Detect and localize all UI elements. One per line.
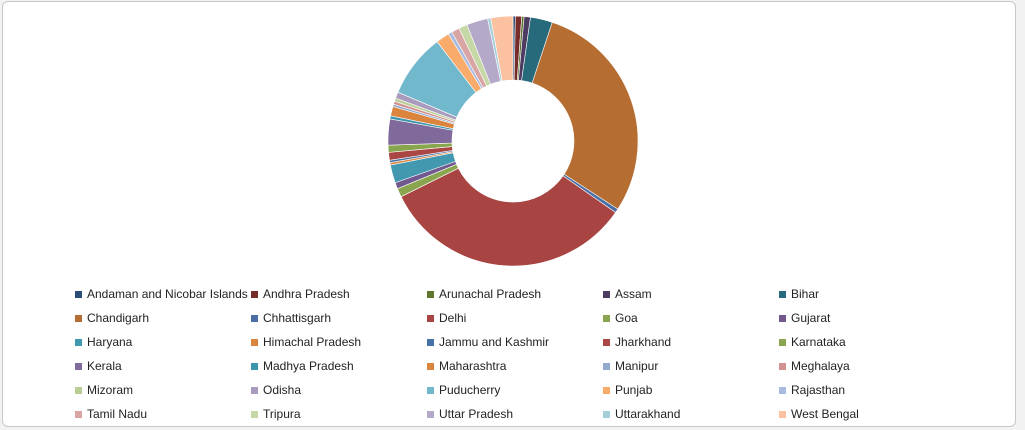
- legend-item: Goa: [603, 306, 779, 330]
- legend-item: Rajasthan: [779, 378, 935, 402]
- legend-label: Delhi: [439, 311, 467, 325]
- legend-swatch: [251, 338, 258, 346]
- legend-label: Gujarat: [791, 311, 831, 325]
- legend-item: West Bengal: [779, 402, 935, 426]
- legend-label: Haryana: [87, 335, 133, 349]
- slice-chandigarh: [531, 21, 639, 210]
- legend-item: Delhi: [427, 306, 603, 330]
- legend-item: Jharkhand: [603, 330, 779, 354]
- legend-swatch: [427, 338, 434, 346]
- legend-item: Andaman and Nicobar Islands: [75, 282, 251, 306]
- legend-item: Madhya Pradesh: [251, 354, 427, 378]
- legend-label: Mizoram: [87, 383, 134, 397]
- legend-swatch: [251, 290, 258, 298]
- legend-label: Tamil Nadu: [87, 407, 148, 421]
- legend-label: Andhra Pradesh: [263, 287, 350, 301]
- legend-swatch: [251, 362, 258, 370]
- legend-label: Puducherry: [439, 383, 501, 397]
- legend-label: Jammu and Kashmir: [439, 335, 550, 349]
- legend-swatch: [75, 362, 82, 370]
- legend-swatch: [427, 410, 434, 418]
- legend-item: Chhattisgarh: [251, 306, 427, 330]
- legend-label: Punjab: [615, 383, 653, 397]
- legend-label: Rajasthan: [791, 383, 846, 397]
- legend-item: Kerala: [75, 354, 251, 378]
- legend-label: Meghalaya: [791, 359, 850, 373]
- legend-item: Uttar Pradesh: [427, 402, 603, 426]
- legend-swatch: [251, 386, 258, 394]
- slice-west-bengal: [490, 15, 514, 82]
- legend-item: Mizoram: [75, 378, 251, 402]
- legend-item: Uttarakhand: [603, 402, 779, 426]
- legend-item: Tripura: [251, 402, 427, 426]
- legend-item: Chandigarh: [75, 306, 251, 330]
- legend-label: Chhattisgarh: [263, 311, 332, 325]
- legend-item: Bihar: [779, 282, 935, 306]
- legend-swatch: [603, 386, 610, 394]
- legend-label: Jharkhand: [615, 335, 672, 349]
- legend-swatch: [75, 314, 82, 322]
- legend-swatch: [779, 290, 786, 298]
- legend-label: Kerala: [87, 359, 122, 373]
- legend-item: Himachal Pradesh: [251, 330, 427, 354]
- plot-area: [3, 2, 1017, 272]
- legend-swatch: [779, 362, 786, 370]
- legend-item: Manipur: [603, 354, 779, 378]
- legend-swatch: [251, 314, 258, 322]
- legend-label: Andaman and Nicobar Islands: [87, 287, 248, 301]
- legend-swatch: [75, 338, 82, 346]
- legend-swatch: [75, 410, 82, 418]
- legend-item: Odisha: [251, 378, 427, 402]
- legend-label: Maharashtra: [439, 359, 507, 373]
- legend-swatch: [251, 410, 258, 418]
- legend-label: Odisha: [263, 383, 302, 397]
- legend-swatch: [427, 314, 434, 322]
- legend-item: Haryana: [75, 330, 251, 354]
- donut-chart: [387, 15, 639, 267]
- legend-item: Gujarat: [779, 306, 935, 330]
- legend-item: Maharashtra: [427, 354, 603, 378]
- legend-swatch: [603, 362, 610, 370]
- legend-item: Arunachal Pradesh: [427, 282, 603, 306]
- legend-label: Himachal Pradesh: [263, 335, 362, 349]
- legend-label: Arunachal Pradesh: [439, 287, 542, 301]
- legend-swatch: [779, 338, 786, 346]
- legend-swatch: [603, 314, 610, 322]
- legend-swatch: [779, 386, 786, 394]
- slice-delhi: [400, 167, 616, 267]
- legend-label: Goa: [615, 311, 638, 325]
- legend-swatch: [427, 290, 434, 298]
- legend-label: Uttar Pradesh: [439, 407, 514, 421]
- legend-label: Manipur: [615, 359, 659, 373]
- legend-swatch: [427, 386, 434, 394]
- legend-swatch: [75, 290, 82, 298]
- legend-label: Madhya Pradesh: [263, 359, 354, 373]
- legend-item: Andhra Pradesh: [251, 282, 427, 306]
- legend-swatch: [603, 338, 610, 346]
- legend-item: Puducherry: [427, 378, 603, 402]
- legend-swatch: [779, 314, 786, 322]
- legend-item: Assam: [603, 282, 779, 306]
- legend-item: Meghalaya: [779, 354, 935, 378]
- legend-swatch: [603, 290, 610, 298]
- legend-item: Jammu and Kashmir: [427, 330, 603, 354]
- legend-swatch: [779, 410, 786, 418]
- legend: Andaman and Nicobar Islands Andhra Prades…: [75, 282, 935, 426]
- legend-label: Assam: [615, 287, 652, 301]
- legend-label: West Bengal: [791, 407, 859, 421]
- right-edge: [1017, 0, 1025, 430]
- legend-item: Punjab: [603, 378, 779, 402]
- legend-label: Chandigarh: [87, 311, 150, 325]
- legend-label: Tripura: [263, 407, 301, 421]
- legend-item: Karnataka: [779, 330, 935, 354]
- legend-label: Uttarakhand: [615, 407, 681, 421]
- legend-swatch: [603, 410, 610, 418]
- legend-swatch: [427, 362, 434, 370]
- legend-label: Bihar: [791, 287, 820, 301]
- legend-item: Tamil Nadu: [75, 402, 251, 426]
- legend-swatch: [75, 386, 82, 394]
- legend-label: Karnataka: [791, 335, 846, 349]
